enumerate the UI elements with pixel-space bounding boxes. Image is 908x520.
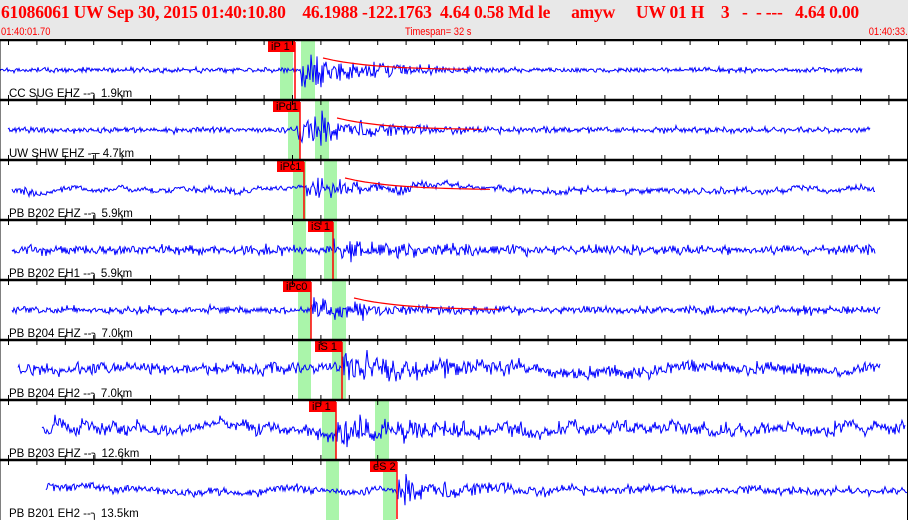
event-header: 61086061 UW Sep 30, 2015 01:40:10.80 46.… (0, 0, 908, 39)
trace-panel[interactable]: iP 1 CC SUG EHZ --╮ 1.9km (0, 39, 908, 100)
pick-label: iS 1 (318, 341, 337, 353)
trace-panel[interactable]: eS 2 PB B201 EH2 --╮ 13.5km (0, 455, 908, 520)
pick-flag[interactable] (273, 101, 300, 112)
end-time: 01:40:33.31 (868, 26, 908, 38)
coda-line (353, 297, 499, 310)
coda-line (322, 57, 468, 70)
coda-line (344, 177, 490, 190)
waveform (17, 350, 881, 382)
pick-label: iPd1 (276, 101, 298, 113)
s-window (332, 280, 346, 340)
station-label: CC SUG EHZ --╮ 1.9km (9, 88, 132, 100)
pick-label: iS 1 (311, 221, 330, 233)
pick-flag[interactable] (370, 461, 397, 472)
trace-panel[interactable]: iS 1 PB B202 EH1 --╮ 5.9km (0, 215, 908, 280)
trace-panel[interactable]: iPc1 PB B202 EHZ --╮ 5.9km (0, 155, 908, 220)
pick-flag[interactable] (283, 281, 311, 292)
waveform (0, 54, 863, 88)
station-label: UW SHW EHZ -┬ 4.7km (9, 148, 134, 161)
pick-label: iP 1 (312, 401, 331, 413)
pick-flag[interactable] (268, 41, 295, 52)
waveform (7, 110, 871, 146)
p-window (293, 160, 306, 220)
p-window (298, 340, 311, 400)
waveform (11, 297, 881, 321)
trace-panel[interactable]: iPd1 UW SHW EHZ -┬ 4.7km (0, 95, 908, 161)
coda-line (336, 117, 482, 130)
start-time: 01:40:01.70 (1, 26, 51, 38)
station-label: PB B203 EHZ --╮ 12.6km (9, 448, 139, 460)
trace-panel[interactable]: iP 1 PB B203 EHZ --╮ 12.6km (0, 395, 908, 460)
pick-flag[interactable] (277, 161, 304, 172)
pick-label: iPc1 (280, 161, 301, 173)
trace-panel[interactable]: iPc0 PB B204 EHZ --╮ 7.0km (0, 275, 908, 340)
waveform (45, 473, 908, 506)
station-label: PB B204 EHZ --╮ 7.0km (9, 328, 133, 340)
trace-panel[interactable]: iS 1 PB B204 EH2 --╮ 7.0km (0, 335, 908, 400)
event-summary: 61086061 UW Sep 30, 2015 01:40:10.80 46.… (1, 2, 859, 22)
station-label: PB B202 EHZ --╮ 5.9km (9, 208, 133, 220)
station-label: PB B204 EH2 --╮ 7.0km (9, 388, 132, 400)
p-window (322, 400, 336, 460)
pick-flag[interactable] (309, 401, 336, 412)
waveform (11, 177, 875, 199)
timespan: Timespan= 32 s (405, 26, 472, 38)
pick-flag[interactable] (308, 221, 333, 232)
waveform (11, 238, 876, 263)
pick-label: eS 2 (373, 461, 396, 473)
p-window (326, 460, 339, 520)
station-label: PB B201 EH2 --╮ 13.5km (9, 508, 139, 520)
seismogram-panels[interactable]: iP 1 CC SUG EHZ --╮ 1.9km iPd1 UW SHW EHZ -… (0, 39, 908, 520)
s-window (324, 160, 337, 220)
s-window (315, 100, 329, 160)
pick-label: iP 1 (271, 41, 290, 53)
station-label: PB B202 EH1 --╮ 5.9km (9, 268, 132, 280)
pick-label: iPc0 (286, 281, 307, 293)
waveform (41, 414, 906, 448)
pick-flag[interactable] (315, 341, 342, 352)
